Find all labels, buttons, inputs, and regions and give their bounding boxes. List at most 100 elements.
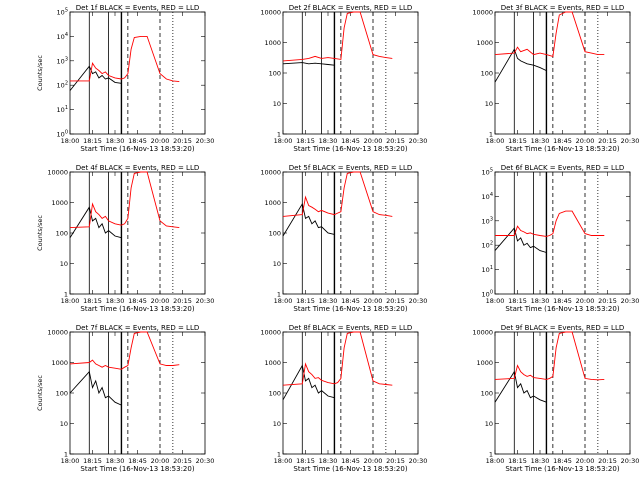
chart-title: Det 1f BLACK = Events, RED = LLD xyxy=(76,4,199,12)
y-tick-label: 1000 xyxy=(51,359,68,367)
events-series-line xyxy=(282,62,335,66)
x-axis-label: Start Time (16-Nov-13 18:53:20) xyxy=(505,465,619,473)
plot-frame xyxy=(494,331,631,455)
y-tick-label: 1 xyxy=(489,131,493,139)
chart-title: Det 7f BLACK = Events, RED = LLD xyxy=(76,324,199,332)
y-tick-label: 1000 xyxy=(264,199,281,207)
x-tick-label: 18:30 xyxy=(106,457,125,465)
x-tick-label: 18:45 xyxy=(128,457,147,465)
y-tick-label: 100 xyxy=(269,70,281,78)
plot-frame xyxy=(282,171,419,295)
y-tick-label: 1000 xyxy=(51,199,68,207)
y-tick-label: 10000 xyxy=(260,169,281,177)
lld-series-line xyxy=(494,11,605,57)
x-tick-label: 18:15 xyxy=(296,297,315,305)
chart-panel-7: Det 7f BLACK = Events, RED = LLD 18:00 18:… xyxy=(36,324,214,473)
y-tick-label: 100 xyxy=(56,230,68,238)
x-tick-label: 18:45 xyxy=(553,297,572,305)
x-tick-label: 18:00 xyxy=(274,457,293,465)
x-tick-label: 18:30 xyxy=(106,297,125,305)
x-tick-label: 18:15 xyxy=(83,297,102,305)
x-tick-label: 20:00 xyxy=(576,297,595,305)
x-tick-label: 18:30 xyxy=(531,137,550,145)
x-tick-label: 18:45 xyxy=(341,457,360,465)
x-tick-label: 18:45 xyxy=(341,137,360,145)
x-tick-label: 20:30 xyxy=(196,137,215,145)
y-tick-label: 1 xyxy=(277,291,281,299)
x-tick-label: 18:30 xyxy=(319,297,338,305)
y-tick-label: 10 xyxy=(273,260,281,268)
y-tick-label: 1 xyxy=(277,131,281,139)
y-tick-label: 1 xyxy=(64,451,68,459)
x-tick-label: 20:00 xyxy=(364,457,383,465)
y-tick-label: 1000 xyxy=(476,39,493,47)
x-tick-label: 20:00 xyxy=(576,457,595,465)
y-tick-label: 102 xyxy=(482,241,493,250)
y-tick-label: 100 xyxy=(482,290,493,299)
y-tick-label: 1 xyxy=(277,451,281,459)
y-tick-label: 10 xyxy=(60,260,68,268)
x-tick-label: 18:00 xyxy=(486,137,505,145)
y-tick-label: 100 xyxy=(269,230,281,238)
x-tick-label: 18:15 xyxy=(83,137,102,145)
y-tick-label: 100 xyxy=(57,130,68,139)
y-axis-label: Counts/sec xyxy=(36,375,44,411)
y-tick-label: 102 xyxy=(57,81,68,90)
x-axis-label: Start Time (16-Nov-13 18:53:20) xyxy=(80,145,194,153)
y-tick-label: 1000 xyxy=(264,359,281,367)
x-tick-label: 18:45 xyxy=(128,297,147,305)
plot-frame xyxy=(282,11,419,135)
y-tick-label: 10000 xyxy=(472,9,493,17)
plot-frame xyxy=(69,171,206,295)
lld-series-line xyxy=(495,210,605,237)
events-series-line xyxy=(494,370,547,403)
x-tick-label: 18:00 xyxy=(486,457,505,465)
plot-frame xyxy=(69,11,206,135)
y-tick-label: 100 xyxy=(56,390,68,398)
y-tick-label: 10 xyxy=(273,420,281,428)
x-tick-label: 18:15 xyxy=(508,457,527,465)
y-tick-label: 1 xyxy=(489,451,493,459)
x-tick-label: 18:15 xyxy=(296,457,315,465)
x-axis-label: Start Time (16-Nov-13 18:53:20) xyxy=(293,305,407,313)
chart-title: Det 5f BLACK = Events, RED = LLD xyxy=(289,164,412,172)
y-tick-label: 10000 xyxy=(47,169,68,177)
events-series-line xyxy=(282,202,335,237)
x-tick-label: 20:15 xyxy=(173,457,192,465)
chart-title: Det 6f BLACK = Events, RED = LLD xyxy=(501,164,624,172)
y-tick-label: 10000 xyxy=(472,329,493,337)
x-axis-label: Start Time (16-Nov-13 18:53:20) xyxy=(293,145,407,153)
y-tick-label: 104 xyxy=(57,32,68,41)
x-tick-label: 18:30 xyxy=(106,137,125,145)
x-tick-label: 20:00 xyxy=(151,297,170,305)
x-axis-label: Start Time (16-Nov-13 18:53:20) xyxy=(80,305,194,313)
x-tick-label: 18:15 xyxy=(508,297,527,305)
x-tick-label: 20:30 xyxy=(621,137,640,145)
y-tick-label: 10 xyxy=(485,100,493,108)
plot-frame xyxy=(282,331,419,455)
x-tick-label: 18:00 xyxy=(61,457,80,465)
lld-series-line xyxy=(282,11,393,62)
x-axis-label: Start Time (16-Nov-13 18:53:20) xyxy=(505,305,619,313)
x-tick-label: 18:45 xyxy=(128,137,147,145)
x-tick-label: 18:00 xyxy=(61,297,80,305)
lld-series-line xyxy=(282,171,393,217)
x-tick-label: 18:45 xyxy=(553,457,572,465)
lld-series-line xyxy=(494,331,605,381)
y-tick-label: 105 xyxy=(57,8,68,17)
x-tick-label: 20:15 xyxy=(386,457,405,465)
x-tick-label: 20:00 xyxy=(576,137,595,145)
y-tick-label: 103 xyxy=(57,56,68,65)
x-tick-label: 18:30 xyxy=(531,297,550,305)
x-tick-label: 18:00 xyxy=(274,137,293,145)
events-series-line xyxy=(494,227,547,253)
x-axis-label: Start Time (16-Nov-13 18:53:20) xyxy=(80,465,194,473)
x-tick-label: 20:15 xyxy=(386,297,405,305)
x-tick-label: 20:30 xyxy=(621,457,640,465)
